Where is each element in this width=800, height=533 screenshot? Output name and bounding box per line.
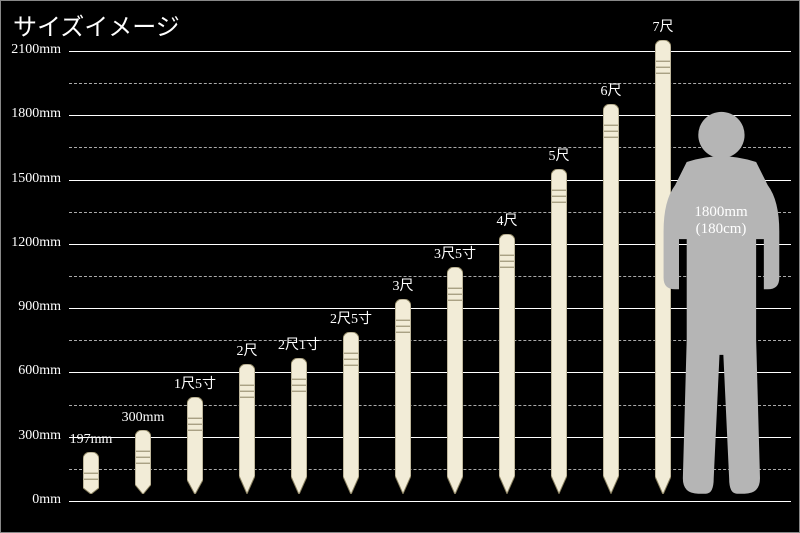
y-axis-label: 1200mm: [11, 235, 61, 251]
human-height-label: 1800mm(180cm): [676, 204, 766, 238]
human-label-line2: (180cm): [676, 221, 766, 238]
stake-icon: [291, 358, 307, 500]
y-axis-label: 2100mm: [11, 42, 61, 58]
size-bar: 2尺1寸: [269, 334, 329, 500]
stake-icon: [343, 332, 359, 499]
chart-title: サイズイメージ: [13, 7, 180, 42]
y-axis-label: 1500mm: [11, 171, 61, 187]
bar-label: 3尺5寸: [434, 243, 476, 263]
size-bar: 2尺: [217, 340, 277, 499]
bar-label: 7尺: [653, 16, 674, 36]
size-bar: 2尺5寸: [321, 308, 381, 499]
size-bar: 5尺: [529, 145, 589, 499]
size-bar: 3尺: [373, 275, 433, 499]
human-label-line1: 1800mm: [676, 204, 766, 221]
bar-label: 2尺5寸: [330, 308, 372, 328]
size-bar: 4尺: [477, 210, 537, 499]
y-axis-label: 1800mm: [11, 106, 61, 122]
stake-icon: [83, 452, 99, 499]
size-chart: サイズイメージ 0mm 300mm 600mm 900mm 1200mm 1500mm 18…: [0, 0, 800, 533]
gridline-major: [69, 501, 791, 502]
human-silhouette-icon: [652, 108, 791, 499]
size-bar: 3尺5寸: [425, 243, 485, 499]
size-bar: 300mm: [113, 410, 173, 499]
y-axis-label: 900mm: [18, 299, 61, 315]
bar-label: 2尺: [237, 340, 258, 360]
y-axis-label: 600mm: [18, 363, 61, 379]
stake-icon: [135, 430, 151, 499]
stake-icon: [603, 104, 619, 499]
bar-label: 6尺: [601, 80, 622, 100]
bar-label: 2尺1寸: [278, 334, 320, 354]
bar-label: 5尺: [549, 145, 570, 165]
stake-icon: [239, 364, 255, 499]
stake-icon: [551, 169, 567, 499]
y-axis-label: 0mm: [32, 492, 61, 508]
bar-label: 3尺: [393, 275, 414, 295]
size-bar: 6尺: [581, 80, 641, 499]
stake-icon: [499, 234, 515, 499]
bar-label: 4尺: [497, 210, 518, 230]
bar-label: 300mm: [122, 410, 165, 426]
stake-icon: [395, 299, 411, 499]
y-axis-label: 300mm: [18, 428, 61, 444]
size-bar: 1尺5寸: [165, 373, 225, 500]
bar-label: 197mm: [70, 432, 113, 448]
size-bar: 197mm: [61, 432, 121, 499]
bar-label: 1尺5寸: [174, 373, 216, 393]
stake-icon: [447, 267, 463, 499]
stake-icon: [187, 397, 203, 500]
